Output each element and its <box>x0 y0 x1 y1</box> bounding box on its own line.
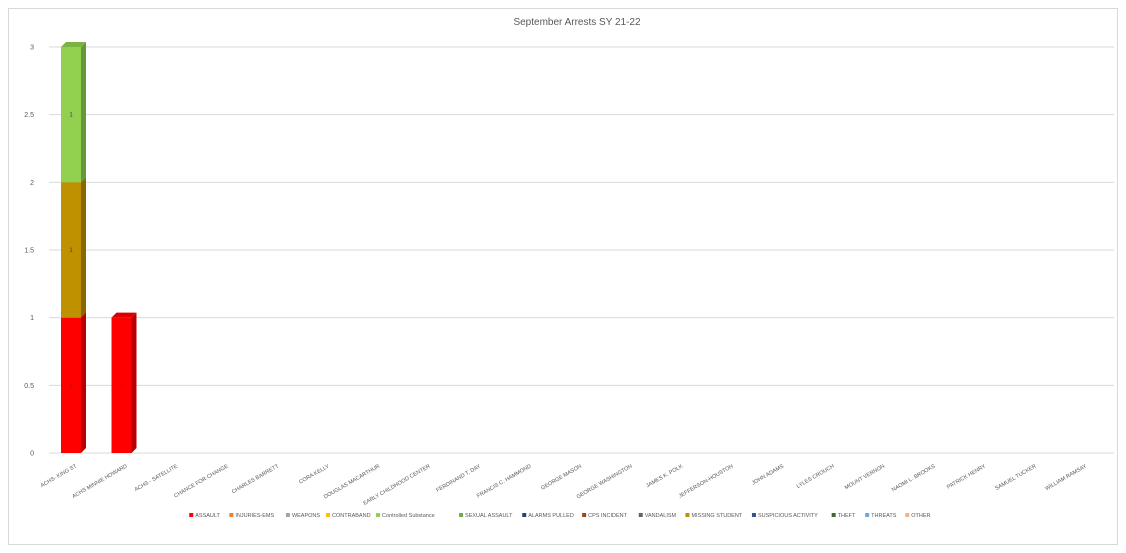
legend-item: OTHER <box>911 513 930 519</box>
category-label: WILLIAM RAMSAY <box>1044 463 1088 492</box>
legend-item: CPS INCIDENT <box>588 513 627 519</box>
legend-item: MISSING STUDENT <box>691 513 742 519</box>
legend-swatch <box>376 513 381 517</box>
category-label: CHARLES BARRETT <box>231 463 281 495</box>
category-label: CORA KELLY <box>298 463 331 485</box>
legend-swatch <box>831 513 836 517</box>
bars <box>61 42 137 453</box>
legend-item: Controlled Substance <box>382 513 435 519</box>
chart-frame: September Arrests SY 21-22 0 0.5 1 1.5 2 2.5 3… <box>8 8 1118 545</box>
chart-svg: September Arrests SY 21-22 0 0.5 1 1.5 2 2.5 3… <box>24 17 1114 519</box>
legend-swatch <box>285 513 290 517</box>
category-label: ACHS- KING ST <box>40 463 79 489</box>
data-label: 1 <box>120 383 124 389</box>
bar-segment <box>111 317 132 453</box>
category-label: MOUNT VERNON <box>844 464 886 492</box>
y-tick-label: 3 <box>30 45 34 52</box>
legend-swatch <box>522 513 527 517</box>
bar-side <box>131 312 137 453</box>
legend-swatch <box>459 513 464 517</box>
data-label: 1 <box>69 248 73 254</box>
category-label: ACHS MINNIE HOWARD <box>71 464 128 500</box>
legend-item: SUSPICIOUS ACTIVITY <box>758 513 818 519</box>
legend-swatch <box>229 513 234 517</box>
category-label: NAOMI L. BROOKS <box>891 463 937 493</box>
y-tick-label: 2 <box>30 180 34 187</box>
legend-item: THEFT <box>838 513 856 519</box>
legend-item: CONTRABAND <box>332 513 371 519</box>
legend: ASSAULT INJURIES-EMS WEAPONS CONTRABAND Cont… <box>189 513 931 519</box>
y-tick-label: 1 <box>30 315 34 322</box>
category-label: FRANCIS C. HAMMOND <box>476 464 532 500</box>
bar-segment <box>61 317 81 453</box>
legend-item: VANDALISM <box>645 513 677 519</box>
y-tick-label: 0.5 <box>24 383 34 390</box>
y-axis-ticks: 0 0.5 1 1.5 2 2.5 3 <box>24 45 34 458</box>
bar-side <box>81 42 86 183</box>
legend-item: THREATS <box>871 513 897 519</box>
legend-swatch <box>865 513 870 517</box>
bar-segment <box>61 47 81 183</box>
category-label: JAMES K. POLK <box>645 463 684 489</box>
bar-side <box>81 177 86 318</box>
legend-swatch <box>582 513 587 517</box>
category-label: JEFFERSON-HOUSTON <box>678 464 735 500</box>
legend-item: WEAPONS <box>292 513 320 519</box>
category-label: JOHN ADAMS <box>751 463 785 486</box>
legend-item: ASSAULT <box>195 513 220 519</box>
bar-top <box>61 42 86 47</box>
category-label: PATRICK HENRY <box>946 463 987 490</box>
category-label: CHANCE FOR CHANGE <box>173 463 229 499</box>
y-tick-label: 0 <box>30 451 34 458</box>
y-tick-label: 1.5 <box>24 248 34 255</box>
bar-top <box>111 312 137 318</box>
bar-segment <box>61 182 81 318</box>
y-tick-label: 2.5 <box>24 112 34 119</box>
gridlines <box>49 46 1114 454</box>
category-label: GEORGE MASON <box>540 464 583 492</box>
legend-item: ALARMS PULLED <box>528 513 574 519</box>
legend-item: SEXUAL ASSAULT <box>465 513 513 519</box>
legend-swatch <box>189 513 194 517</box>
category-label: SAMUEL TUCKER <box>994 464 1037 492</box>
data-label: 1 <box>69 383 73 389</box>
legend-swatch <box>685 513 690 517</box>
bar-side <box>81 312 86 453</box>
chart-title: September Arrests SY 21-22 <box>513 17 641 28</box>
category-label: FERDINAND T. DAY <box>435 463 482 493</box>
category-label: ACHS - SATELLITE <box>134 463 180 493</box>
legend-swatch <box>905 513 910 517</box>
category-label: LYLES CROUCH <box>796 464 836 490</box>
category-label: GEORGE WASHINGTON <box>576 464 634 501</box>
data-labels: 1 1 1 1 <box>69 113 124 390</box>
legend-swatch <box>638 513 643 517</box>
legend-swatch <box>326 513 331 517</box>
data-label: 1 <box>69 113 73 119</box>
legend-item: INJURIES-EMS <box>235 513 274 519</box>
legend-swatch <box>751 513 756 517</box>
